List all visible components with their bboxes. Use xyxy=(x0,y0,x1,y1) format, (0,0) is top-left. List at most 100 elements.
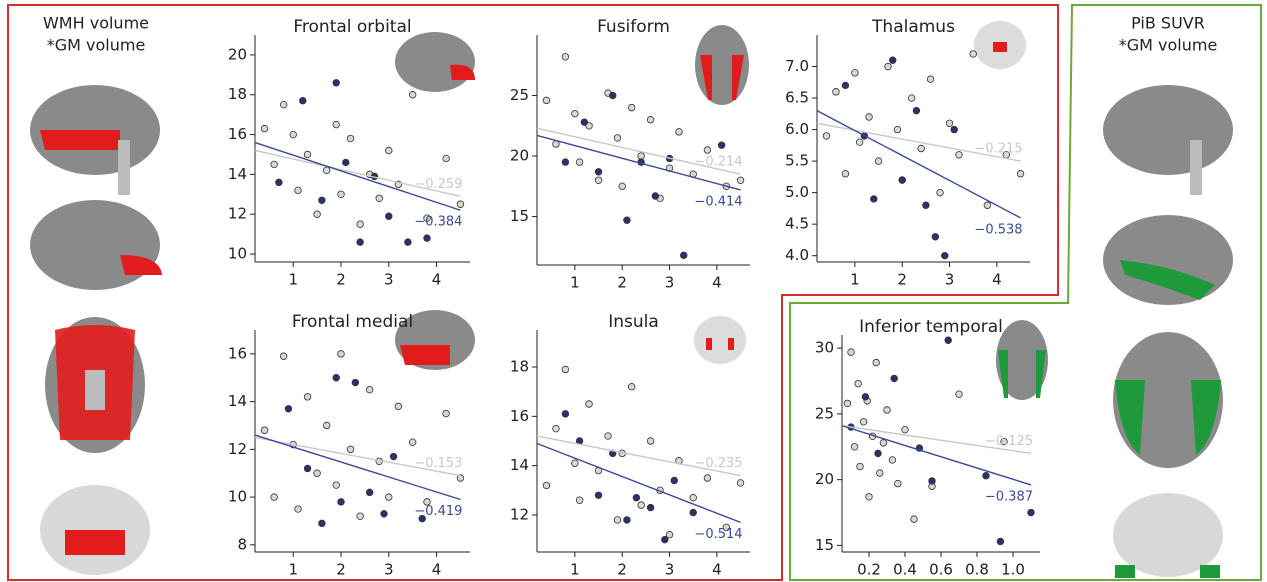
y-tick-label: 16 xyxy=(228,125,247,143)
point xyxy=(543,482,550,489)
point xyxy=(889,57,896,64)
r-label: −0.153 xyxy=(414,456,462,471)
point xyxy=(595,168,602,175)
point xyxy=(945,337,952,344)
point xyxy=(562,366,569,373)
point xyxy=(911,516,918,523)
point xyxy=(937,189,944,196)
point xyxy=(609,92,616,99)
point xyxy=(280,101,287,108)
point xyxy=(1028,509,1035,516)
point xyxy=(899,177,906,184)
point xyxy=(333,374,340,381)
y-tick-label: 16 xyxy=(228,344,247,362)
y-tick-label: 6.0 xyxy=(785,120,809,138)
y-tick-label: 5.5 xyxy=(785,152,809,170)
point xyxy=(390,453,397,460)
x-tick-label: 3 xyxy=(384,561,394,579)
y-tick-label: 16 xyxy=(510,407,529,425)
y-tick-label: 20 xyxy=(815,470,834,488)
point xyxy=(304,394,311,401)
point xyxy=(647,504,654,511)
point xyxy=(628,104,635,111)
point xyxy=(704,475,711,482)
point xyxy=(572,460,579,467)
x-tick-label: 1.0 xyxy=(1001,561,1025,579)
x-tick-label: 4 xyxy=(712,561,722,579)
point xyxy=(844,400,851,407)
point xyxy=(662,536,669,543)
x-tick-label: 0.6 xyxy=(929,561,953,579)
left-brains xyxy=(30,85,162,575)
point xyxy=(290,131,297,138)
point xyxy=(366,386,373,393)
y-tick-label: 20 xyxy=(228,45,247,63)
point xyxy=(280,353,287,360)
r-label: −0.125 xyxy=(985,434,1033,449)
point xyxy=(1017,170,1024,177)
point xyxy=(891,375,898,382)
point xyxy=(690,494,697,501)
point xyxy=(443,155,450,162)
point xyxy=(576,159,583,166)
point xyxy=(619,183,626,190)
y-tick-label: 25 xyxy=(815,404,834,422)
point xyxy=(352,379,359,386)
point xyxy=(908,95,915,102)
y-tick-label: 14 xyxy=(510,456,529,474)
right-label: PiB SUVR xyxy=(1131,14,1205,33)
point xyxy=(562,411,569,418)
x-tick-label: 2 xyxy=(897,271,907,289)
point xyxy=(902,426,909,433)
point xyxy=(304,465,311,472)
point xyxy=(614,517,621,524)
x-tick-label: 4 xyxy=(712,274,722,292)
point xyxy=(671,477,678,484)
y-tick-label: 18 xyxy=(510,358,529,376)
r-label: −0.538 xyxy=(974,222,1022,237)
right-brains xyxy=(1103,85,1233,578)
r-label: −0.215 xyxy=(974,142,1022,157)
point xyxy=(875,158,882,165)
point xyxy=(894,126,901,133)
point xyxy=(357,221,364,228)
y-tick-label: 15 xyxy=(510,207,529,225)
x-tick-label: 4 xyxy=(432,561,442,579)
point xyxy=(848,349,855,356)
point xyxy=(932,233,939,240)
point xyxy=(842,82,849,89)
point xyxy=(880,440,887,447)
point xyxy=(855,380,862,387)
x-tick-label: 1 xyxy=(288,271,298,289)
y-tick-label: 14 xyxy=(228,165,247,183)
right-label: *GM volume xyxy=(1119,36,1218,55)
r-label: −0.419 xyxy=(414,504,462,519)
point xyxy=(562,159,569,166)
point xyxy=(946,120,953,127)
point xyxy=(553,425,560,432)
point xyxy=(319,197,326,204)
point xyxy=(737,480,744,487)
point xyxy=(395,403,402,410)
x-tick-label: 1 xyxy=(850,271,860,289)
left-label: WMH volume xyxy=(43,14,149,33)
point xyxy=(956,152,963,159)
point xyxy=(299,97,306,104)
point xyxy=(357,513,364,520)
point xyxy=(271,494,278,501)
point xyxy=(562,53,569,60)
y-tick-label: 12 xyxy=(510,506,529,524)
point xyxy=(652,193,659,200)
y-tick-label: 4.5 xyxy=(785,215,809,233)
point xyxy=(628,383,635,390)
point xyxy=(319,520,326,527)
y-tick-label: 14 xyxy=(228,392,247,410)
y-tick-label: 4.0 xyxy=(785,246,809,264)
x-tick-label: 0.2 xyxy=(857,561,881,579)
y-tick-label: 10 xyxy=(228,245,247,263)
point xyxy=(323,167,330,174)
point xyxy=(605,433,612,440)
x-tick-label: 0.4 xyxy=(893,561,917,579)
point xyxy=(680,252,687,259)
y-tick-label: 12 xyxy=(228,440,247,458)
